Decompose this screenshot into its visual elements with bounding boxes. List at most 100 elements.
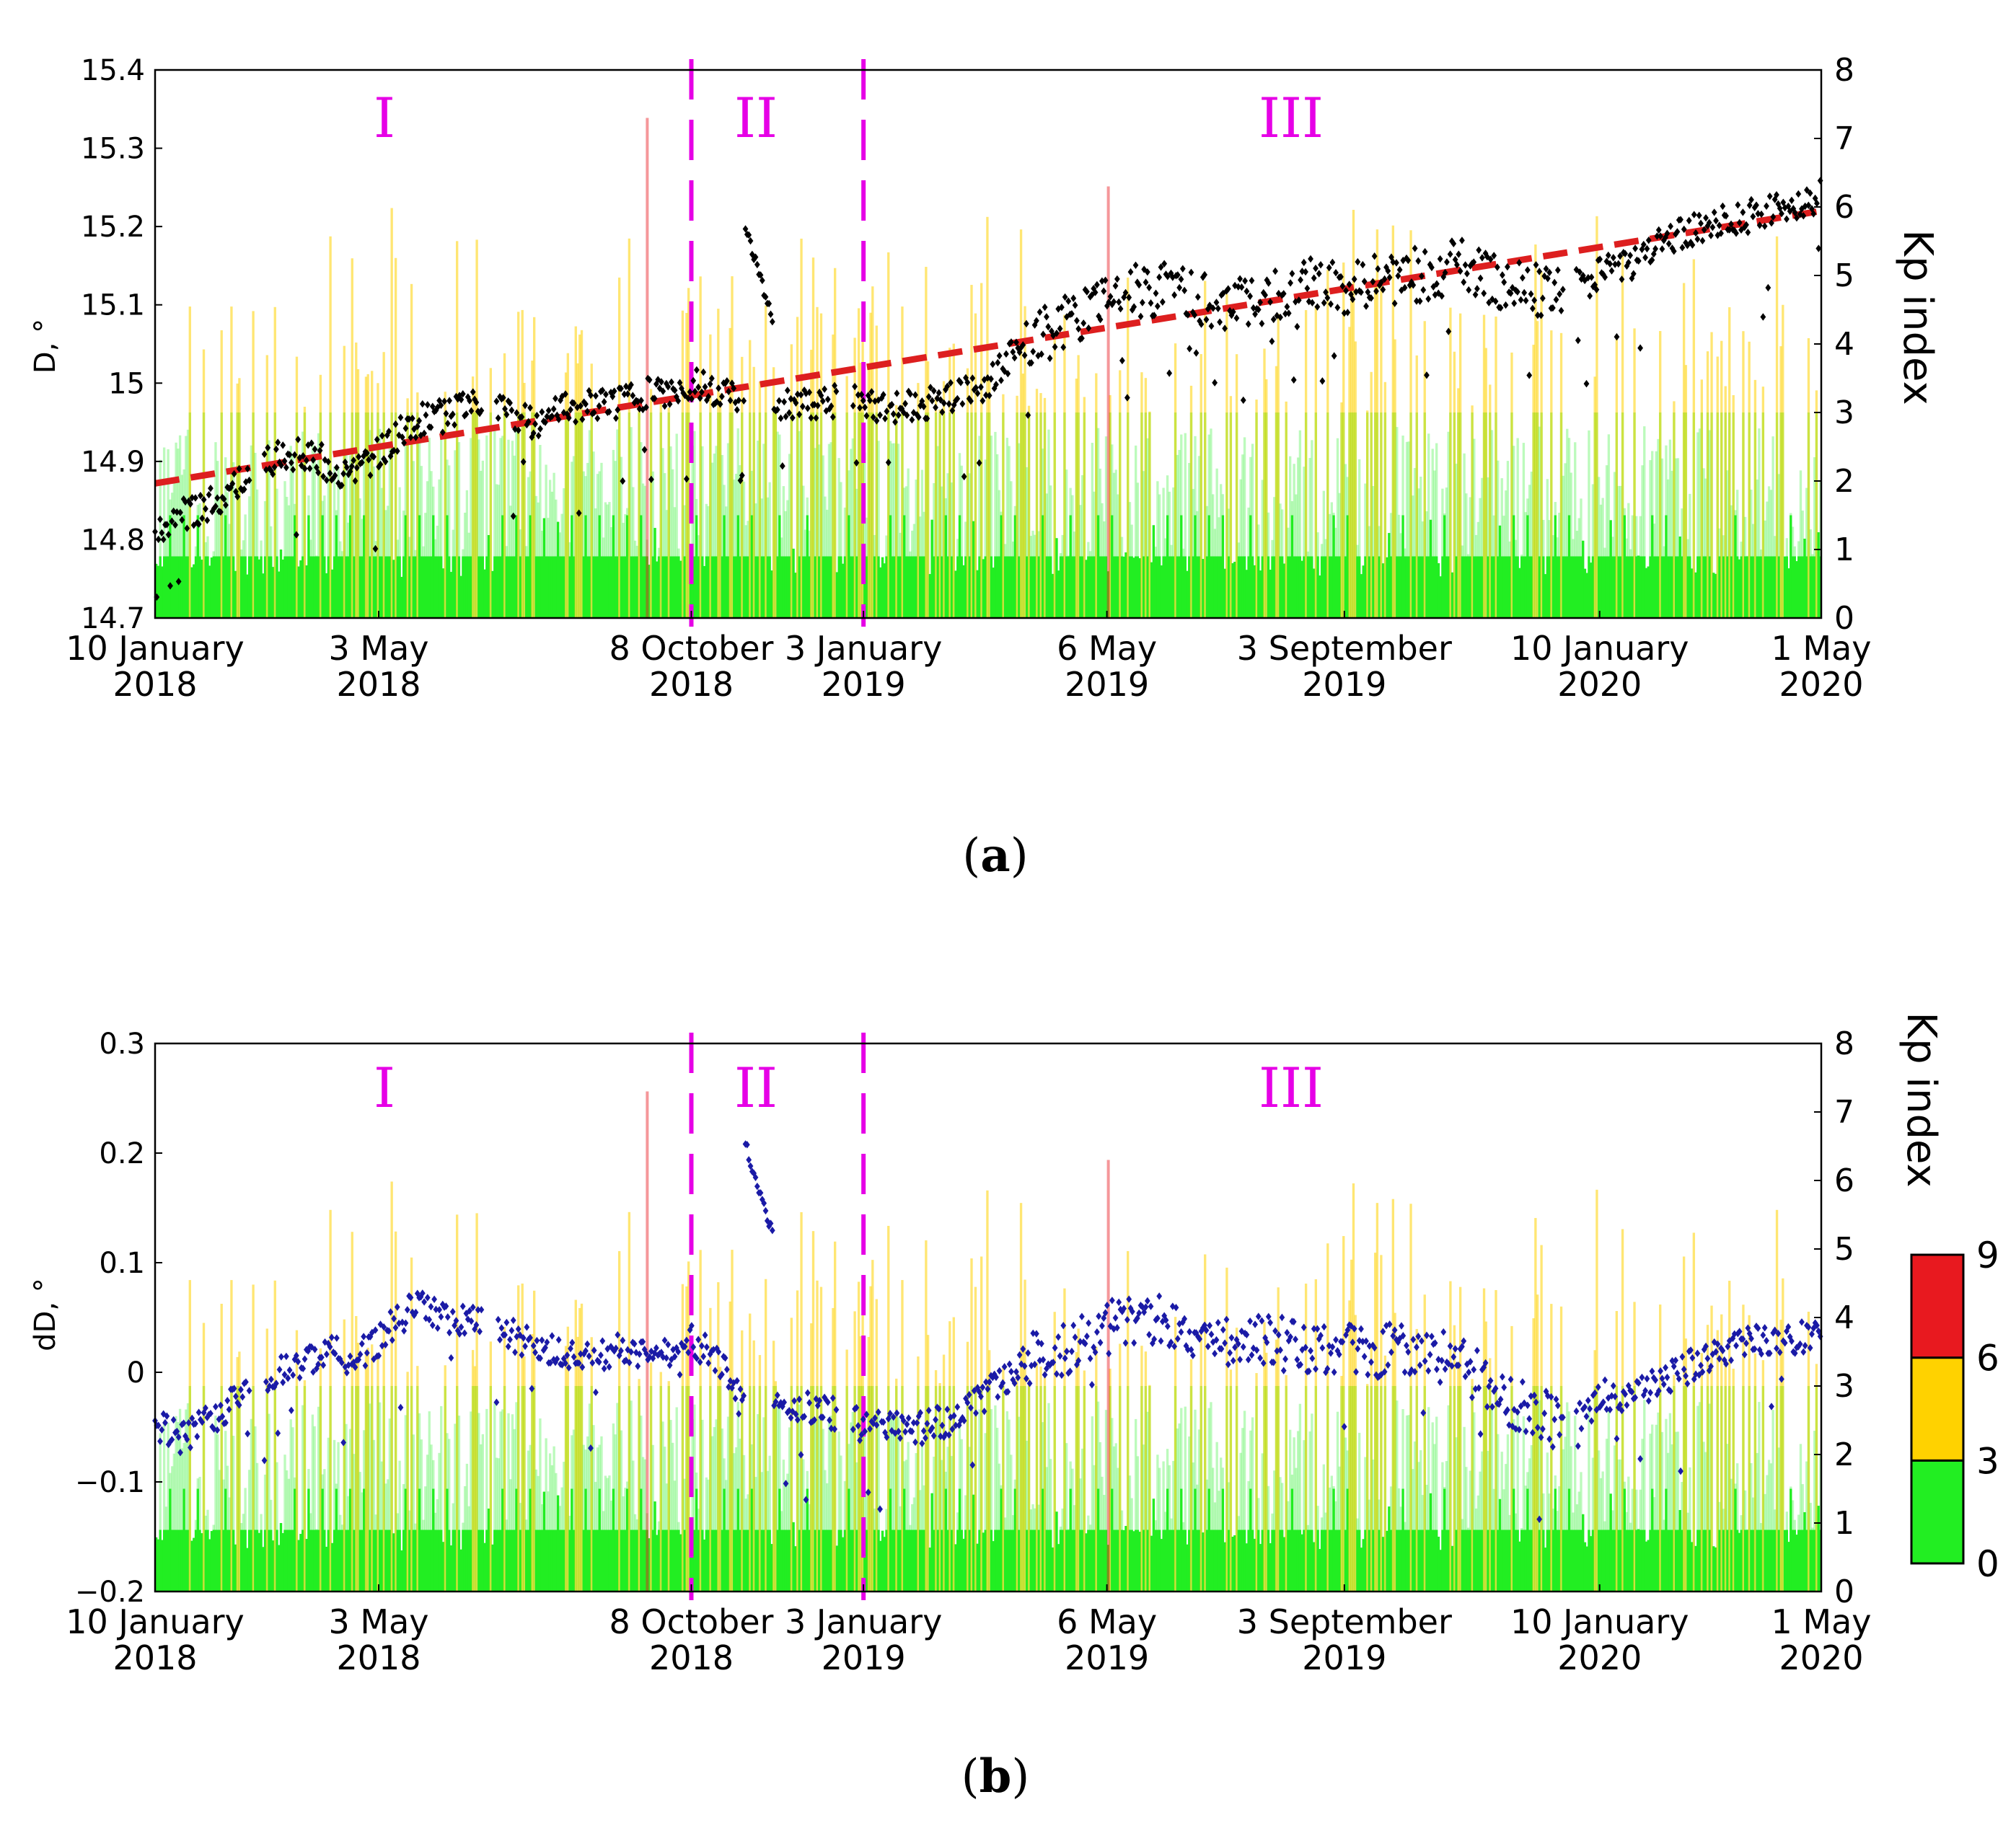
kp-bar bbox=[394, 257, 397, 618]
kp-bar bbox=[1136, 1456, 1140, 1592]
data-point bbox=[659, 1349, 664, 1356]
kp-bar bbox=[507, 1530, 510, 1592]
kp-bar bbox=[1413, 467, 1417, 618]
kp-bar bbox=[582, 556, 585, 618]
data-point bbox=[389, 1336, 395, 1344]
data-point bbox=[900, 1416, 907, 1425]
data-point bbox=[685, 1349, 692, 1356]
data-point bbox=[179, 516, 185, 524]
data-point bbox=[1171, 291, 1178, 299]
kp-bar bbox=[845, 1349, 848, 1592]
data-point bbox=[165, 1440, 172, 1449]
kp-bar bbox=[1417, 1530, 1420, 1592]
kp-bar bbox=[242, 556, 245, 618]
kp-bar bbox=[1782, 1278, 1784, 1592]
kp-bar bbox=[527, 1530, 530, 1592]
kp-bar bbox=[1617, 1530, 1620, 1592]
kp-bar bbox=[1204, 281, 1207, 618]
kp-bar bbox=[930, 1493, 933, 1592]
kp-bar bbox=[1120, 556, 1124, 618]
kp-bar bbox=[1550, 330, 1553, 618]
kp-bar bbox=[1588, 556, 1590, 618]
kp-bar bbox=[1649, 1530, 1652, 1592]
kp-bar bbox=[1380, 281, 1383, 618]
kp-bar bbox=[250, 1418, 253, 1592]
kp-bar bbox=[701, 1530, 704, 1592]
data-point bbox=[1069, 310, 1075, 318]
kp-bar bbox=[1135, 1530, 1137, 1592]
data-point bbox=[155, 1421, 162, 1429]
data-point bbox=[290, 1371, 296, 1380]
kp-bar bbox=[995, 1530, 999, 1592]
kp-bar bbox=[889, 515, 892, 618]
kp-bar bbox=[1215, 468, 1218, 618]
data-point bbox=[1794, 213, 1800, 222]
data-point bbox=[747, 1162, 754, 1170]
kp-bar bbox=[380, 487, 384, 618]
kp-bar bbox=[772, 367, 775, 618]
data-point bbox=[616, 1351, 622, 1359]
kp-bar bbox=[479, 470, 483, 618]
data-point bbox=[664, 379, 669, 388]
data-point bbox=[371, 1355, 377, 1364]
kp-bar bbox=[946, 473, 949, 618]
data-point bbox=[399, 1318, 405, 1326]
kp-bar bbox=[515, 515, 518, 618]
kp-bar bbox=[572, 1530, 576, 1592]
kp-bar bbox=[1706, 1325, 1709, 1592]
kp-bar bbox=[1803, 539, 1806, 618]
data-point bbox=[956, 376, 962, 384]
kp-bar bbox=[371, 371, 374, 618]
kp-bar bbox=[1655, 556, 1658, 618]
data-point bbox=[1605, 251, 1611, 260]
kp-bar bbox=[786, 1530, 789, 1592]
kp-bar bbox=[1368, 1530, 1371, 1592]
kp-bar bbox=[1219, 484, 1223, 618]
kp-bar bbox=[584, 515, 587, 618]
data-point bbox=[433, 1305, 439, 1314]
kp-bar bbox=[592, 556, 595, 618]
kp-bar bbox=[170, 1530, 174, 1592]
data-point bbox=[409, 1308, 415, 1316]
kp-bar bbox=[1753, 379, 1757, 618]
kp-bar bbox=[909, 556, 912, 618]
data-point bbox=[995, 1392, 1001, 1401]
data-point bbox=[1795, 190, 1802, 198]
data-point bbox=[1102, 1309, 1109, 1317]
data-point bbox=[695, 1336, 702, 1343]
kp-bar bbox=[1451, 1545, 1454, 1592]
data-point bbox=[296, 1374, 303, 1382]
data-point bbox=[1275, 289, 1282, 298]
data-point bbox=[779, 1403, 785, 1411]
data-point bbox=[857, 404, 863, 412]
kp-bar bbox=[829, 1416, 832, 1592]
data-point bbox=[1083, 1332, 1090, 1341]
kp-bar bbox=[1505, 490, 1507, 618]
data-point bbox=[443, 410, 449, 418]
kp-bar bbox=[279, 549, 283, 618]
kp-bar bbox=[1643, 426, 1646, 618]
kp-bar bbox=[531, 1334, 534, 1592]
kp-bar bbox=[499, 1411, 502, 1592]
kp-bar bbox=[710, 1530, 714, 1592]
data-point bbox=[1030, 348, 1036, 356]
kp-bar bbox=[1251, 443, 1254, 618]
kp-bar bbox=[726, 1416, 730, 1592]
data-point bbox=[1394, 259, 1399, 267]
kp-bar bbox=[1657, 438, 1660, 618]
kp-bar bbox=[1142, 556, 1145, 618]
data-point bbox=[1230, 308, 1236, 316]
kp-bar bbox=[157, 565, 160, 618]
data-point bbox=[1738, 226, 1744, 234]
kp-bar bbox=[493, 1530, 496, 1592]
data-point bbox=[446, 397, 452, 405]
kp-bar bbox=[1061, 556, 1064, 618]
kp-bar bbox=[687, 1261, 690, 1592]
kp-bar bbox=[1168, 1465, 1171, 1592]
data-point bbox=[1156, 273, 1163, 281]
kp-bar bbox=[794, 1546, 797, 1592]
kp-bar bbox=[1251, 1417, 1254, 1592]
kp-bar bbox=[175, 556, 177, 618]
kp-bar bbox=[1269, 570, 1272, 618]
kp-bar bbox=[768, 556, 771, 618]
